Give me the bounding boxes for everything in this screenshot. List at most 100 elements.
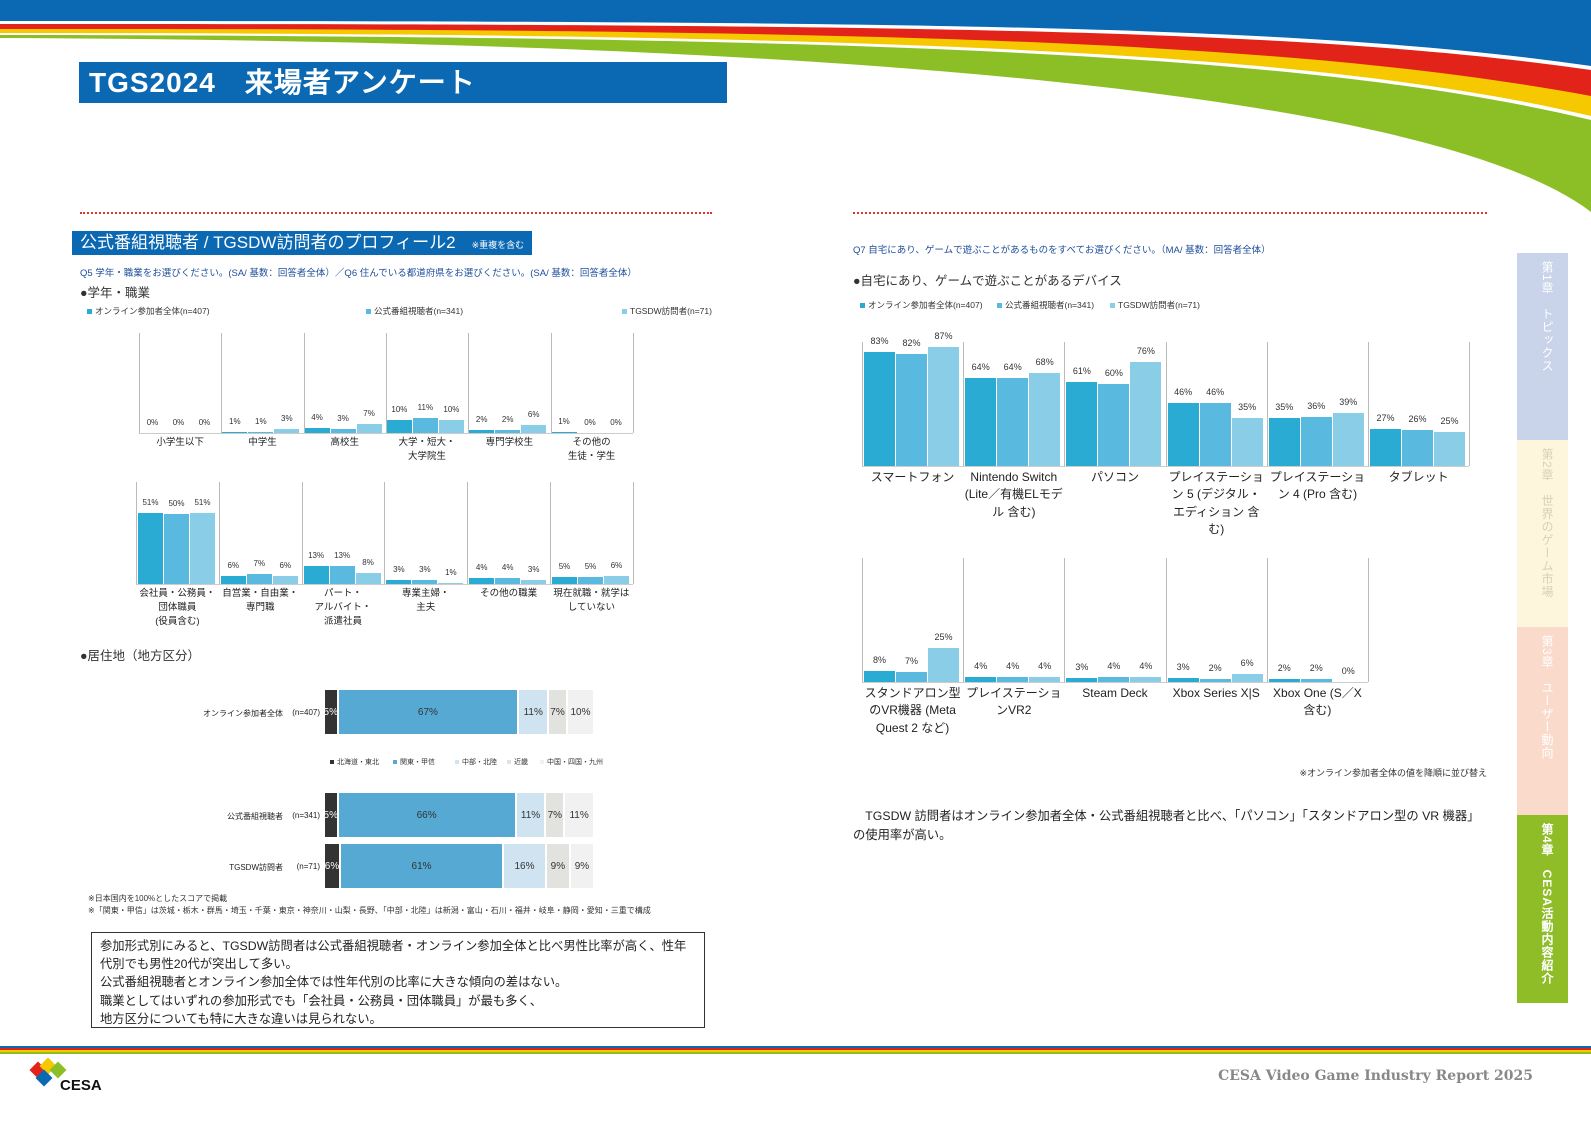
group-divider: [963, 342, 965, 466]
value-label: 2: [489, 415, 526, 424]
bar-0-5-0: [551, 431, 577, 433]
bar-1-0-1: [164, 514, 189, 584]
footer-stripe: [0, 1046, 1591, 1054]
value-label: 0: [572, 418, 609, 427]
bar-0-3-2: [1231, 418, 1263, 466]
value-label: 3: [1060, 662, 1103, 672]
region-segment-0: 5: [324, 793, 339, 837]
value-label: 25: [922, 632, 965, 642]
bar-1-1-2: [1029, 676, 1061, 682]
legend-swatch: [540, 760, 544, 764]
group-divider: [139, 333, 140, 433]
group-divider: [632, 333, 634, 433]
value-label: 4: [463, 563, 500, 572]
value-label: 27: [1364, 413, 1407, 423]
value-label: 0: [186, 418, 223, 427]
value-label: 11: [407, 403, 444, 412]
legend-item: オンライン参加者全体(n=407): [87, 305, 210, 317]
summary-line: 参加形式別にみると、TGSDW訪問者は公式番組視聴者・オンライン参加全体と比べ男…: [100, 939, 687, 953]
group-divider: [862, 342, 863, 466]
value-label: 3: [325, 414, 362, 423]
bar-0-4-2: [521, 425, 547, 433]
sort-note: ※オンライン参加者全体の値を降順に並び替え: [1299, 768, 1487, 778]
value-label: 4: [299, 413, 336, 422]
value-label: 35: [1263, 402, 1306, 412]
bar-1-2-0: [303, 565, 329, 584]
region-segment-2: 11: [519, 690, 550, 734]
value-label: 1: [216, 417, 253, 426]
value-label: 2: [1295, 663, 1338, 673]
legend-swatch: [455, 760, 459, 764]
category-label: プレイステーショ ン 5 (デジタル・ エディション 含む): [1168, 470, 1264, 537]
value-label: 4: [489, 563, 526, 572]
legend-item: 公式番組視聴者(n=341): [997, 299, 1094, 311]
group-divider: [550, 482, 551, 584]
region-heading: ●居住地（地方区分）: [80, 649, 201, 663]
value-label: 50: [158, 499, 195, 508]
chapter-tab-3[interactable]: 第3章 ユーザー動向: [1517, 627, 1568, 815]
bar-0-3-0: [386, 419, 412, 433]
category-label: パート・ アルバイト・ 派遣社員: [314, 588, 372, 627]
value-label: 64: [959, 362, 1002, 372]
value-label: 51: [132, 498, 169, 507]
legend-label: 近畿: [514, 759, 528, 766]
bar-0-0-2: [928, 346, 959, 466]
value-label: 2: [463, 415, 500, 424]
value-label: 3: [268, 414, 305, 423]
legend-swatch: [860, 302, 865, 308]
bar-1-0-1: [896, 672, 927, 682]
value-label: 7: [241, 559, 278, 568]
legend-label: 北海道・東北: [337, 759, 379, 766]
legend-label: 中国・四国・九州: [547, 759, 603, 766]
value-label: 1: [432, 568, 469, 577]
value-label: 10: [433, 405, 470, 414]
value-label: 25: [1428, 416, 1471, 426]
bar-0-0-0: [864, 352, 895, 466]
value-label: 0: [598, 418, 635, 427]
group-divider: [963, 558, 965, 682]
bar-1-2-2: [1130, 676, 1162, 682]
page-title: TGS2024 来場者アンケート: [79, 62, 727, 103]
value-label: 0: [160, 418, 197, 427]
svg-text:CESA: CESA: [60, 1077, 102, 1094]
section-title: 公式番組視聴者 / TGSDW訪問者のプロフィール2 ※重複を含む: [72, 231, 532, 255]
bar-0-5-2: [1434, 431, 1465, 466]
bar-0-3-1: [412, 418, 438, 433]
value-label: 76: [1124, 346, 1167, 356]
group-divider: [303, 333, 305, 433]
bar-0-1-2: [274, 429, 300, 433]
question-text: Q7 自宅にあり、ゲームで遊ぶことがあるものをすべてお選びください。（MA/ 基…: [853, 245, 1271, 256]
bar-1-0-0: [864, 671, 895, 682]
baseline: [862, 466, 1470, 467]
region-row-label: オンライン参加者全体: [203, 709, 283, 718]
value-label: 26: [1396, 414, 1439, 424]
bar-1-2-1: [1098, 676, 1130, 682]
chapter-tab-4[interactable]: 第4章 CESA活動内容紹介: [1517, 815, 1568, 1003]
value-label: 0: [1327, 666, 1370, 676]
region-row-n: (n=71): [296, 862, 320, 871]
group-divider: [301, 482, 303, 584]
bar-0-1-2: [1029, 372, 1061, 466]
bar-1-0-0: [138, 512, 163, 584]
legend-label: 中部・北陸: [462, 759, 497, 766]
bar-0-2-1: [1098, 383, 1130, 466]
bar-0-4-2: [1332, 412, 1364, 466]
bar-0-0-1: [896, 353, 927, 466]
group-divider: [1469, 342, 1471, 466]
bar-1-1-1: [246, 574, 272, 584]
value-label: 6: [1226, 658, 1269, 668]
value-label: 6: [598, 561, 635, 570]
chapter-tab-1[interactable]: 第1章 トピックス: [1517, 253, 1568, 440]
chapter-tab-2[interactable]: 第2章 世界のゲーム市場: [1517, 440, 1568, 627]
category-label: その他の職業: [480, 588, 538, 599]
value-label: 5: [572, 562, 609, 571]
category-label: Xbox One (S／X 含む): [1273, 686, 1362, 718]
bar-1-1-0: [965, 676, 997, 682]
value-label: 64: [991, 362, 1034, 372]
value-label: 7: [890, 656, 933, 666]
region-segment-1: 66: [338, 793, 517, 837]
baseline: [139, 433, 633, 434]
region-legend-item: 関東・甲信: [393, 757, 435, 767]
value-label: 3: [515, 565, 552, 574]
value-label: 7: [351, 409, 388, 418]
